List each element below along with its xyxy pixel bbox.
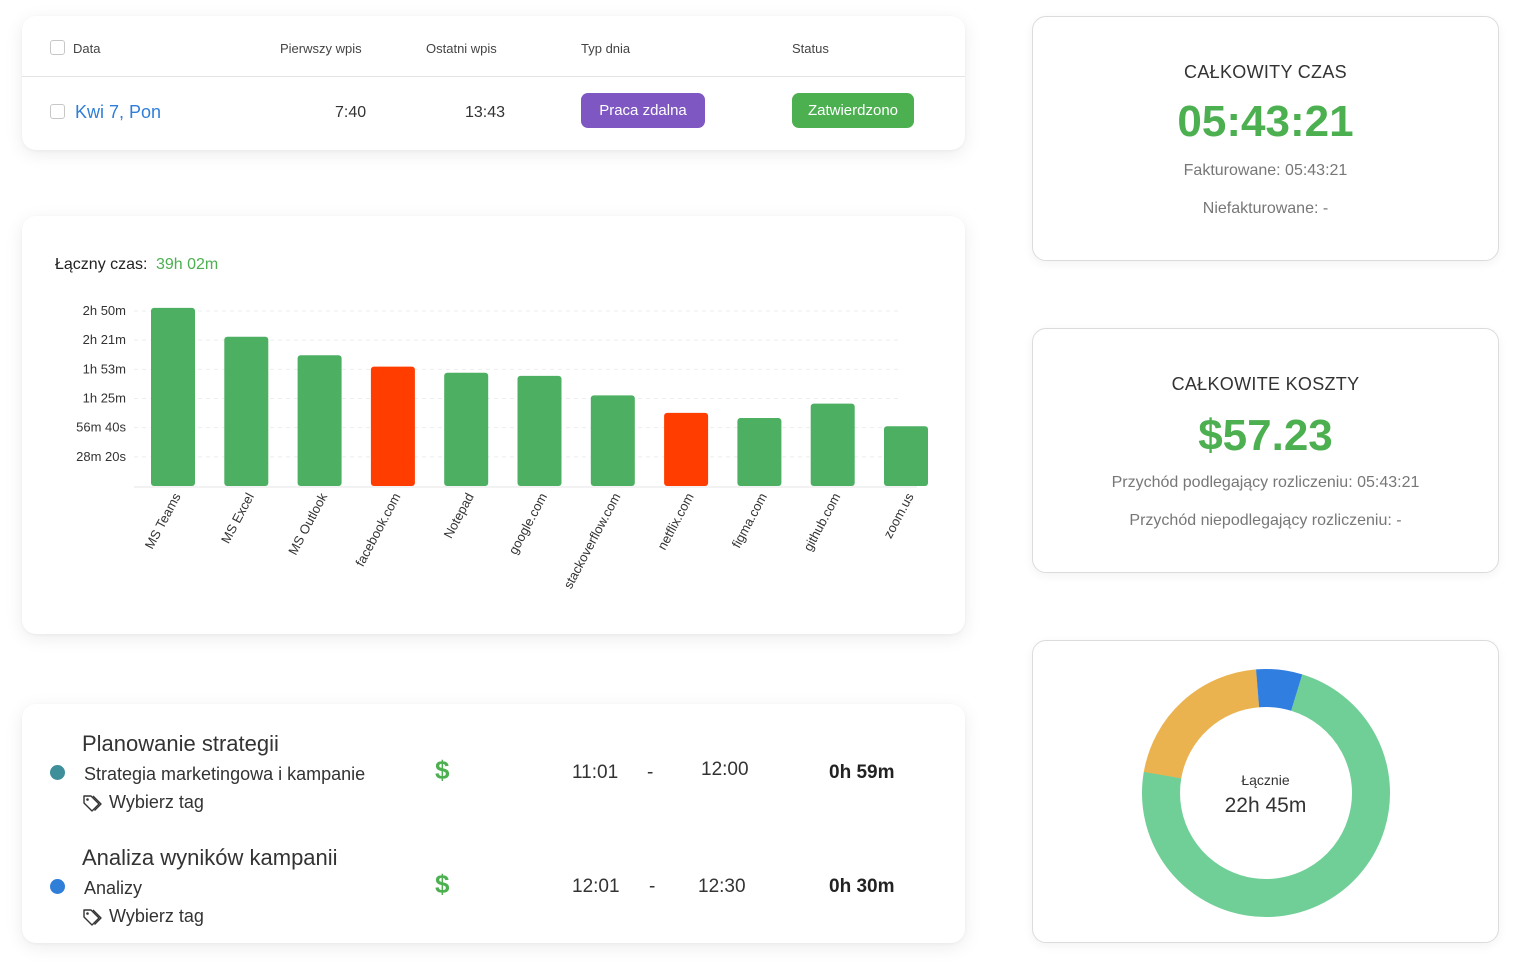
task-duration[interactable]: 0h 59m (829, 762, 895, 783)
x-tick-label: google.com (505, 490, 550, 556)
x-tick-label: MS Outlook (285, 490, 330, 557)
bar-netflix-com[interactable] (664, 412, 709, 486)
timesheet-card: Data Pierwszy wpis Ostatni wpis Typ dnia… (22, 16, 965, 150)
tag-selector[interactable]: Wybierz tag (82, 906, 204, 927)
task-item[interactable]: Planowanie strategii Strategia marketing… (22, 731, 965, 831)
tag-label: Wybierz tag (109, 906, 204, 926)
x-tick-label: zoom.us (880, 490, 917, 541)
donut-center-label: Łącznie (1241, 772, 1290, 788)
y-tick-label: 28m 20s (76, 449, 126, 464)
billable-revenue: Przychód podlegający rozliczeniu: 05:43:… (1111, 474, 1420, 491)
x-tick-label: figma.com (729, 490, 770, 550)
total-costs-title: CAŁKOWITE KOSZTY (1171, 374, 1360, 394)
bar-ms-excel[interactable] (224, 336, 269, 486)
header-day-type[interactable]: Typ dnia (581, 41, 631, 56)
x-tick-label: MS Excel (218, 490, 257, 546)
total-costs-value: $57.23 (1198, 411, 1333, 460)
total-time-title: CAŁKOWITY CZAS (1184, 62, 1347, 82)
header-last-entry[interactable]: Ostatni wpis (426, 41, 497, 56)
timesheet-header: Data Pierwszy wpis Ostatni wpis Typ dnia… (22, 16, 965, 77)
donut-slice-yellow[interactable] (1142, 669, 1390, 917)
billable-dollar-icon[interactable]: $ (435, 755, 450, 785)
task-start-time[interactable]: 11:01 (572, 762, 619, 783)
total-time-value: 05:43:21 (1177, 97, 1354, 146)
donut-center-value: 22h 45m (1224, 794, 1307, 817)
x-tick-label: netflix.com (654, 490, 696, 552)
tag-icon (83, 908, 102, 926)
billable-time: Fakturowane: 05:43:21 (1183, 162, 1348, 179)
app-usage-chart-card: Łączny czas: 39h 02m 28m 20s 56m 40s 1h 25… (22, 216, 965, 634)
task-end-time[interactable]: 12:00 (701, 759, 749, 780)
first-entry-value: 7:40 (335, 104, 367, 121)
total-costs-card: CAŁKOWITE KOSZTY $57.23 Przychód podlega… (1032, 328, 1499, 573)
donut-chart (1142, 669, 1390, 917)
task-item[interactable]: Analiza wyników kampanii Analizy Wybierz… (22, 845, 965, 945)
tag-label: Wybierz tag (109, 792, 204, 812)
bar-notepad[interactable] (444, 372, 489, 486)
task-project[interactable]: Analizy (84, 878, 143, 898)
header-date[interactable]: Data (73, 41, 101, 56)
bar-figma-com[interactable] (737, 418, 782, 486)
x-tick-label: MS Teams (142, 490, 184, 551)
x-tick-label: facebook.com (352, 490, 403, 569)
total-time-card: CAŁKOWITY CZAS 05:43:21 Fakturowane: 05:… (1032, 16, 1499, 261)
header-first-entry[interactable]: Pierwszy wpis (280, 41, 362, 56)
y-tick-label: 2h 50m (83, 303, 126, 318)
project-color-dot (50, 879, 65, 894)
tasks-card: Planowanie strategii Strategia marketing… (22, 704, 965, 943)
time-separator: - (649, 876, 656, 897)
y-tick-label: 1h 25m (83, 391, 126, 406)
billable-dollar-icon[interactable]: $ (435, 869, 450, 899)
bar-github-com[interactable] (810, 403, 855, 486)
non-billable-revenue: Przychód niepodlegający rozliczeniu: - (1129, 512, 1402, 529)
non-billable-time: Niefakturowane: - (1202, 200, 1329, 217)
total-time-summary: Łączny czas: 39h 02m (55, 256, 218, 274)
x-tick-label: stackoverflow.com (560, 490, 623, 591)
bar-ms-outlook[interactable] (297, 355, 342, 486)
task-title[interactable]: Planowanie strategii (82, 731, 279, 756)
donut-slice-blue[interactable] (1142, 669, 1390, 917)
time-separator: - (647, 762, 654, 783)
status-badge[interactable]: Zatwierdzono (792, 93, 914, 128)
day-type-badge[interactable]: Praca zdalna (581, 93, 705, 128)
last-entry-value: 13:43 (465, 104, 506, 121)
table-row[interactable]: Kwi 7, Pon 7:40 13:43 Praca zdalna Zatwi… (22, 77, 965, 150)
bar-google-com[interactable] (517, 375, 562, 486)
y-tick-label: 56m 40s (76, 420, 126, 435)
task-project[interactable]: Strategia marketingowa i kampanie (84, 764, 366, 784)
total-time-value: 39h 02m (155, 256, 219, 273)
row-checkbox[interactable] (50, 104, 65, 119)
date-link[interactable]: Kwi 7, Pon (75, 102, 162, 122)
task-end-time[interactable]: 12:30 (698, 876, 746, 897)
select-all-checkbox[interactable] (50, 40, 65, 55)
x-tick-label: Notepad (441, 490, 477, 540)
total-time-label: Łączny czas: (55, 256, 148, 273)
tag-selector[interactable]: Wybierz tag (82, 792, 204, 813)
y-tick-label: 1h 53m (83, 361, 126, 376)
bar-facebook-com[interactable] (370, 366, 415, 486)
header-status[interactable]: Status (792, 41, 829, 56)
bar-stackoverflow-com[interactable] (590, 395, 635, 486)
tag-icon (83, 794, 102, 812)
bar-ms-teams[interactable] (151, 307, 195, 486)
bar-zoom-us[interactable] (884, 426, 928, 486)
task-start-time[interactable]: 12:01 (572, 876, 620, 897)
donut-chart-card: Łącznie 22h 45m (1032, 640, 1499, 943)
project-color-dot (50, 765, 65, 780)
bar-chart: 28m 20s 56m 40s 1h 25m 1h 53m 2h 21m 2h 50m MS… (76, 303, 928, 591)
y-tick-label: 2h 21m (83, 332, 126, 347)
x-tick-label: github.com (800, 490, 843, 553)
task-title[interactable]: Analiza wyników kampanii (82, 845, 338, 870)
task-duration[interactable]: 0h 30m (829, 876, 895, 897)
